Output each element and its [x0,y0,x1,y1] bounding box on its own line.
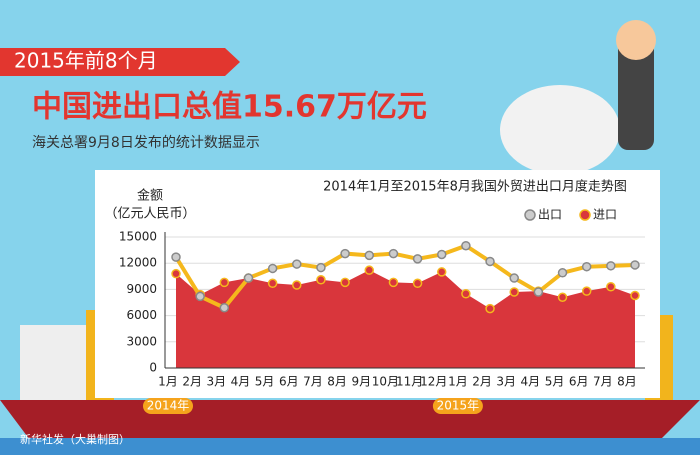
export-point [461,240,471,251]
x-tick-label: 1月 [448,375,468,389]
x-tick-label: 5月 [255,375,275,389]
businessman [618,40,654,150]
import-point [606,282,616,292]
x-tick-label: 2月 [182,375,202,389]
import-point [412,278,423,289]
x-tick-label: 8月 [327,375,347,389]
sea [0,438,700,455]
x-tick-label: 3月 [206,375,226,389]
export-point [436,249,447,260]
export-point [630,260,640,270]
import-point [316,275,326,285]
import-point [557,292,568,303]
businessman-head [616,20,656,60]
y-tick-label: 12000 [119,256,157,270]
subtitle: 海关总署9月8日发布的统计数据显示 [32,135,260,151]
x-tick-label: 6月 [569,375,589,389]
y-tick-label: 6000 [126,308,157,322]
ship-cabin [20,325,90,400]
import-point [581,286,592,296]
import-point [171,268,181,279]
x-tick-label: 9月 [351,375,371,389]
export-point [412,254,423,264]
export-point [557,268,568,278]
import-point [388,277,399,288]
import-point [461,289,471,299]
import-point [267,278,278,289]
legend-label: 进口 [593,208,617,222]
x-tick-label: 4月 [521,375,541,389]
x-tick-label: 4月 [231,375,251,389]
export-point [316,262,326,273]
x-tick-label: 8月 [617,375,637,389]
import-area [176,270,635,368]
x-tick-label: 5月 [545,375,565,389]
import-point [630,290,640,301]
kicker-ribbon [0,48,240,76]
x-tick-label: 10月 [372,375,399,389]
export-point [195,291,205,302]
year-label: 2014年 [147,399,190,413]
y-tick-label: 0 [149,361,157,375]
chart-title: 2014年1月至2015年8月我国外贸进出口月度走势图 [323,179,627,195]
x-tick-label: 11月 [396,375,423,389]
import-point [509,287,519,297]
money-bag [500,85,620,175]
export-point [485,256,495,267]
import-point [292,280,302,290]
x-tick-label: 6月 [279,375,299,389]
export-point [364,250,375,261]
y-tick-label: 9000 [126,282,157,296]
year-badge [432,398,483,414]
import-point [436,267,447,277]
y-tick-label: 3000 [126,334,157,348]
x-tick-label: 2月 [472,375,492,389]
import-point [485,303,495,314]
year-badge [143,398,193,414]
export-point [267,263,278,274]
legend-marker [579,209,591,221]
legend-marker [524,209,536,221]
year-label: 2015年 [437,399,480,413]
export-point [340,248,350,259]
x-tick-label: 12月 [420,375,447,389]
export-point [509,273,519,283]
x-tick-label: 1月 [158,375,178,389]
export-point [388,248,399,259]
import-point [340,277,350,288]
export-point [533,287,544,297]
export-point [219,302,230,313]
import-point [219,277,230,288]
y-tick-label: 15000 [119,230,157,244]
export-point [292,259,302,269]
y-label: （亿元人民币） [104,207,195,222]
export-point [581,261,592,272]
kicker: 2015年前8个月 [14,49,158,73]
x-tick-label: 7月 [303,375,323,389]
export-point [243,273,254,283]
export-point [171,252,181,262]
x-tick-label: 3月 [496,375,516,389]
headline: 中国进出口总值15.67万亿元 [32,90,427,125]
legend-label: 出口 [538,208,562,222]
y-label: 金额 [137,188,163,204]
export-point [606,261,616,271]
import-point [364,265,375,275]
x-tick-label: 7月 [593,375,613,389]
footer: 新华社发（大巢制图） [20,432,130,446]
